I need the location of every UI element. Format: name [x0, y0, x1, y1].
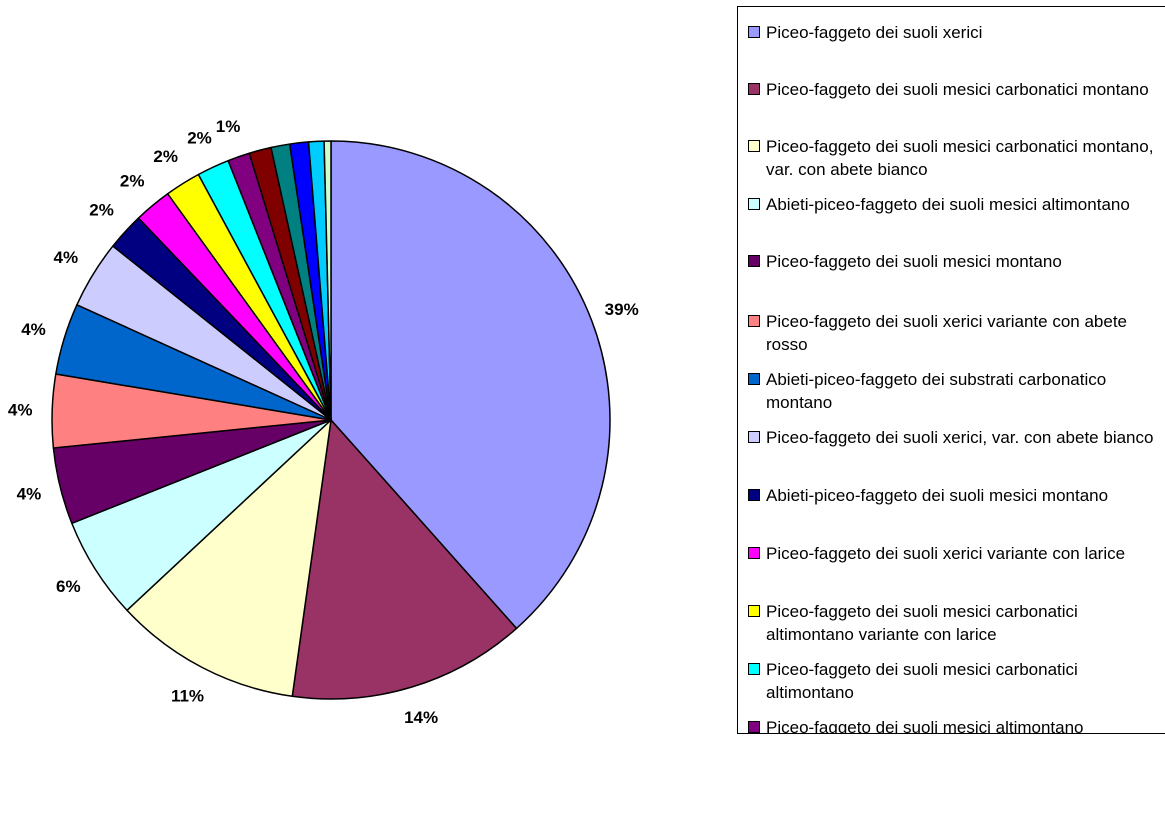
legend-swatch	[748, 663, 760, 675]
legend-label: Piceo-faggeto dei suoli xerici variante …	[766, 312, 1127, 354]
pie-slices	[51, 140, 611, 700]
legend-swatch	[748, 140, 760, 152]
legend-label: Piceo-faggeto dei suoli mesici montano	[766, 252, 1062, 271]
slice-data-label-12: 2%	[187, 129, 212, 148]
slice-data-label-9: 2%	[89, 201, 114, 220]
legend-label: Piceo-faggeto dei suoli mesici carbonati…	[766, 137, 1154, 179]
slice-data-label-6: 4%	[8, 400, 33, 419]
legend-label: Piceo-faggeto dei suoli xerici variante …	[766, 544, 1126, 563]
legend-swatch	[748, 255, 760, 267]
legend-label: Piceo-faggeto dei suoli mesici carbonati…	[766, 80, 1149, 99]
legend-swatch	[748, 605, 760, 617]
pie-chart: 39%14%11%6%4%4%4%4%2%2%2%2%1%	[8, 117, 639, 727]
pie-slice-2	[291, 419, 518, 700]
legend-swatch	[748, 721, 760, 733]
slice-data-label-5: 4%	[17, 484, 42, 503]
legend-swatch	[748, 26, 760, 38]
legend-swatch	[748, 431, 760, 443]
legend-label: Piceo-faggeto dei suoli xerici, var. con…	[766, 428, 1154, 447]
legend-swatch	[748, 198, 760, 210]
legend-label: Abieti-piceo-faggeto dei suoli mesici mo…	[766, 486, 1109, 505]
legend-swatch	[748, 373, 760, 385]
slice-data-label-1: 39%	[605, 300, 639, 319]
legend-label: Abieti-piceo-faggeto dei substrati carbo…	[766, 370, 1107, 412]
legend-swatch	[748, 83, 760, 95]
pie-slice-18	[323, 140, 332, 421]
slice-data-label-3: 11%	[171, 686, 204, 705]
slice-data-label-13: 1%	[216, 117, 241, 136]
legend: Piceo-faggeto dei suoli xerici Piceo-fagg…	[737, 6, 1165, 734]
pie-slice-1	[330, 140, 611, 630]
slice-data-label-8: 4%	[54, 248, 79, 267]
pie-slice-3	[126, 419, 332, 698]
legend-label: Abieti-piceo-faggeto dei suoli mesici al…	[766, 195, 1130, 214]
slice-data-label-4: 6%	[56, 577, 81, 596]
pie-data-labels: 39%14%11%6%4%4%4%4%2%2%2%2%1%	[8, 117, 639, 727]
slice-data-label-2: 14%	[404, 708, 438, 727]
legend-label: Piceo-faggeto dei suoli mesici carbonati…	[766, 660, 1078, 702]
slice-data-label-10: 2%	[120, 171, 145, 190]
legend-swatch	[748, 489, 760, 501]
legend-swatch	[748, 315, 760, 327]
slice-data-label-7: 4%	[21, 320, 46, 339]
slice-data-label-11: 2%	[153, 147, 178, 166]
legend-label: Piceo-faggeto dei suoli mesici altimonta…	[766, 718, 1084, 734]
legend-swatch	[748, 547, 760, 559]
legend-label: Piceo-faggeto dei suoli xerici	[766, 23, 983, 42]
legend-label: Piceo-faggeto dei suoli mesici carbonati…	[766, 602, 1078, 644]
